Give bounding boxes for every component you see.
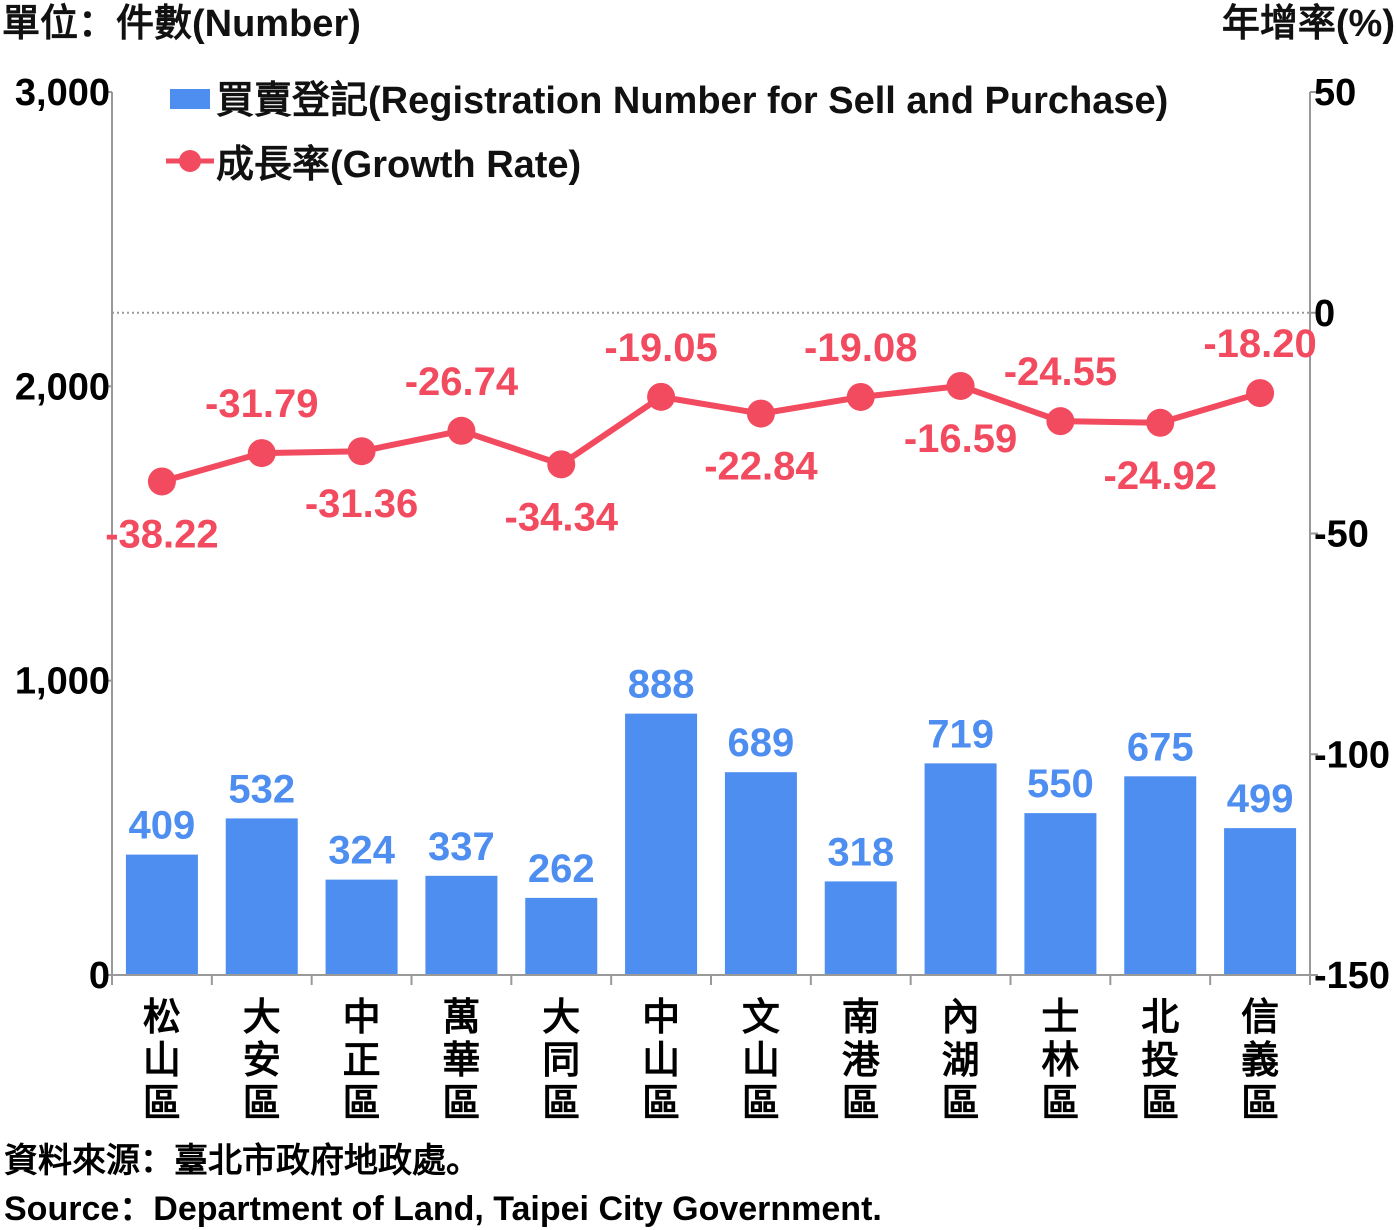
bar-value-label: 550 (1027, 762, 1094, 806)
growth-rate-label: -19.08 (804, 326, 917, 370)
category-label: 內湖區 (942, 997, 980, 1125)
source-line-1: 資料來源：臺北市政府地政處。 (4, 1141, 480, 1180)
growth-rate-label: -18.20 (1203, 322, 1316, 366)
left-tick-label: 0 (89, 955, 110, 997)
bar-11 (1124, 776, 1197, 975)
source-line-2: Source：Department of Land, Taipei City G… (4, 1190, 882, 1228)
growth-rate-label: -16.59 (904, 417, 1017, 461)
left-tick-label: 2,000 (15, 366, 110, 408)
right-tick-label: -50 (1314, 514, 1369, 556)
legend-line-marker (179, 150, 201, 172)
category-label: 萬華區 (442, 997, 480, 1125)
bar-value-label: 689 (728, 721, 795, 765)
growth-rate-point (147, 467, 176, 496)
category-label: 中正區 (343, 997, 381, 1125)
growth-rate-label: -38.22 (105, 512, 218, 556)
bar-value-label: 262 (528, 847, 595, 891)
bar-value-label: 532 (228, 767, 295, 811)
bar-9 (924, 763, 997, 975)
growth-rate-point (547, 450, 576, 479)
bar-5 (525, 897, 598, 975)
growth-rate-point (247, 439, 276, 468)
bar-1 (125, 854, 198, 975)
legend-line-label: 成長率(Growth Rate) (216, 144, 581, 186)
growth-rate-point (347, 437, 376, 466)
right-tick-label: 50 (1314, 72, 1356, 114)
left-tick-label: 3,000 (15, 72, 110, 114)
bar-7 (724, 772, 797, 975)
category-label: 中山區 (642, 997, 680, 1125)
category-label: 信義區 (1241, 997, 1279, 1125)
right-tick-label: -150 (1314, 955, 1390, 997)
bar-value-label: 318 (827, 830, 894, 874)
left-unit-label: 單位：件數(Number) (2, 3, 361, 45)
growth-rate-point (447, 416, 476, 445)
bar-6 (625, 713, 698, 975)
bar-value-label: 409 (129, 804, 196, 848)
growth-rate-point (846, 382, 875, 411)
growth-rate-label: -24.55 (1004, 350, 1117, 394)
bar-value-label: 675 (1127, 725, 1194, 769)
bar-value-label: 324 (328, 829, 395, 873)
right-tick-label: 0 (1314, 293, 1335, 335)
growth-rate-point (647, 382, 676, 411)
category-label: 松山區 (143, 997, 181, 1125)
growth-rate-label: -26.74 (405, 360, 519, 404)
bar-8 (824, 881, 897, 975)
category-label: 北投區 (1141, 997, 1179, 1125)
growth-rate-label: -34.34 (505, 495, 619, 539)
category-label: 文山區 (742, 997, 780, 1125)
bar-value-label: 719 (927, 712, 994, 756)
bar-12 (1224, 828, 1297, 975)
bar-2 (225, 818, 298, 975)
growth-rate-label: -24.92 (1104, 454, 1217, 498)
right-unit-label: 年增率(%) (1222, 3, 1395, 45)
legend: 買賣登記(Registration Number for Sell and Pu… (166, 80, 1168, 186)
bar-value-label: 888 (628, 663, 695, 707)
bar-value-label: 499 (1227, 777, 1294, 821)
bar-3 (325, 879, 398, 975)
category-label: 士林區 (1041, 997, 1079, 1125)
growth-rate-label: -19.05 (604, 326, 717, 370)
right-tick-label: -100 (1314, 734, 1390, 776)
category-label: 大安區 (243, 997, 281, 1125)
growth-rate-point (1246, 379, 1275, 408)
growth-rate-point (1146, 408, 1175, 437)
bar-10 (1024, 813, 1097, 975)
category-label: 大同區 (542, 997, 580, 1125)
growth-rate-point (746, 399, 775, 428)
bar-value-label: 337 (428, 825, 495, 869)
left-tick-label: 1,000 (15, 661, 110, 703)
growth-rate-line (161, 382, 1261, 485)
growth-rate-label: -22.84 (704, 445, 818, 489)
growth-rate-label: -31.36 (305, 482, 418, 526)
growth-rate-label: -31.79 (205, 382, 318, 426)
growth-rate-point (1046, 407, 1075, 436)
legend-bar-swatch (170, 89, 210, 109)
growth-rate-point (946, 371, 975, 400)
legend-bar-label: 買賣登記(Registration Number for Sell and Pu… (216, 80, 1168, 122)
bar-4 (425, 875, 498, 975)
category-label: 南港區 (842, 997, 881, 1125)
